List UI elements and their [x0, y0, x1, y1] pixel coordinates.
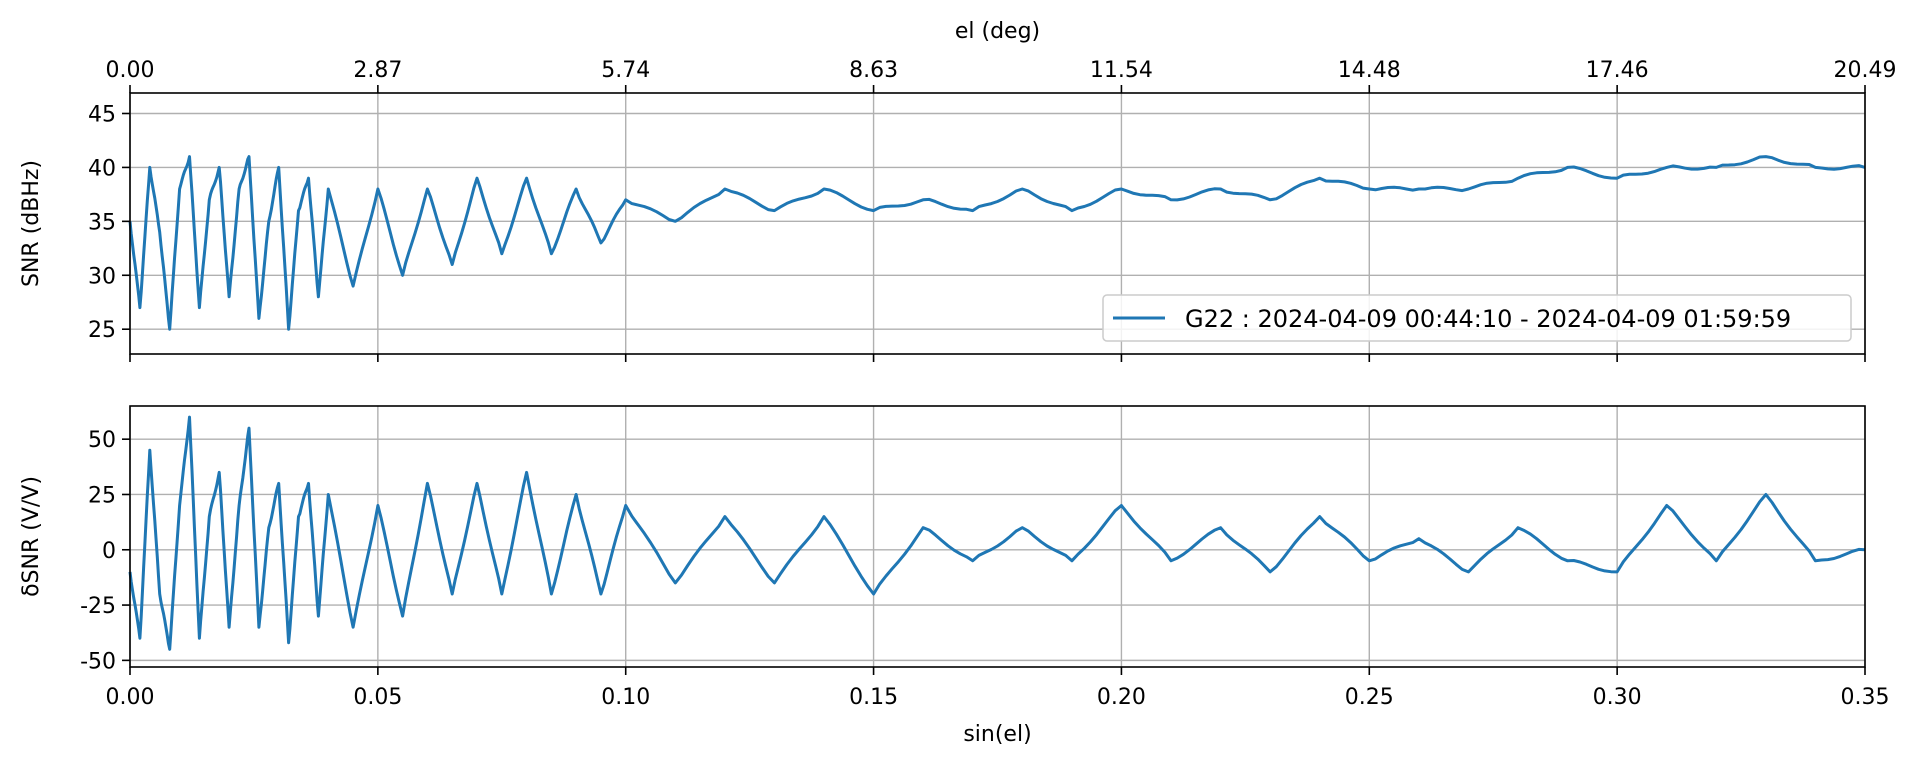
snr-y-ticks: 25 30 35 40 45 — [88, 102, 130, 343]
dsnr-xtick-label-7: 0.35 — [1841, 685, 1890, 710]
dsnr-xtick-label-6: 0.30 — [1593, 685, 1642, 710]
snr-ytick-label-40: 40 — [88, 156, 116, 181]
top-tick-label-5: 14.48 — [1338, 58, 1401, 83]
legend: G22 : 2024-04-09 00:44:10 - 2024-04-09 0… — [1102, 294, 1852, 342]
top-tick-label-1: 2.87 — [353, 58, 402, 83]
dsnr-xtick-label-1: 0.05 — [353, 685, 402, 710]
top-axis-label: el (deg) — [955, 19, 1040, 44]
legend-label: G22 : 2024-04-09 00:44:10 - 2024-04-09 0… — [1185, 305, 1791, 333]
snr-ytick-label-30: 30 — [88, 264, 116, 289]
dsnr-y-ticks: -50 -25 0 25 50 — [80, 428, 130, 674]
top-tick-label-0: 0.00 — [106, 58, 155, 83]
dsnr-xtick-label-4: 0.20 — [1097, 685, 1146, 710]
x-axis-label: sin(el) — [963, 722, 1031, 747]
top-tick-label-6: 17.46 — [1586, 58, 1649, 83]
dsnr-ytick-label--50: -50 — [80, 649, 116, 674]
dsnr-xtick-label-5: 0.25 — [1345, 685, 1394, 710]
dsnr-series-line — [128, 415, 1866, 651]
dsnr-ytick-label-25: 25 — [88, 483, 116, 508]
snr-bottom-ticks — [129, 354, 1866, 362]
dsnr-gridlines — [129, 406, 1866, 667]
top-tick-label-7: 20.49 — [1834, 58, 1897, 83]
dsnr-ytick-label--25: -25 — [80, 594, 116, 619]
elevation-top-ticks: 0.00 2.87 5.74 8.63 11.54 14.48 17.46 20.49 — [106, 58, 1897, 93]
sin-el-x-ticks: 0.00 0.05 0.10 0.15 0.20 0.25 0.30 0.35 — [106, 667, 1890, 710]
dsnr-axes-frame — [129, 405, 1866, 668]
dsnr-panel: -50 -25 0 25 50 0.00 0.05 0.10 0.15 0.20 0.25 0.30… — [19, 405, 1890, 747]
top-tick-label-4: 11.54 — [1090, 58, 1153, 83]
snr-panel: 25 30 35 40 45 0.00 2.87 5.74 8.63 11.54 14.48 17.… — [19, 19, 1896, 362]
dsnr-y-axis-label: δSNR (V/V) — [19, 476, 44, 597]
legend-box — [1102, 294, 1852, 342]
snr-ytick-label-35: 35 — [88, 210, 116, 235]
snr-y-axis-label: SNR (dBHz) — [19, 160, 44, 287]
snr-axes-frame — [129, 92, 1866, 355]
top-tick-label-3: 8.63 — [849, 58, 898, 83]
snr-ytick-label-45: 45 — [88, 102, 116, 127]
dsnr-ytick-label-0: 0 — [102, 539, 116, 564]
dsnr-xtick-label-2: 0.10 — [601, 685, 650, 710]
dsnr-xtick-label-0: 0.00 — [106, 685, 155, 710]
dsnr-xtick-label-3: 0.15 — [849, 685, 898, 710]
snr-series-line — [128, 155, 1866, 331]
snr-ytick-label-25: 25 — [88, 318, 116, 343]
dsnr-ytick-label-50: 50 — [88, 428, 116, 453]
top-tick-label-2: 5.74 — [601, 58, 650, 83]
